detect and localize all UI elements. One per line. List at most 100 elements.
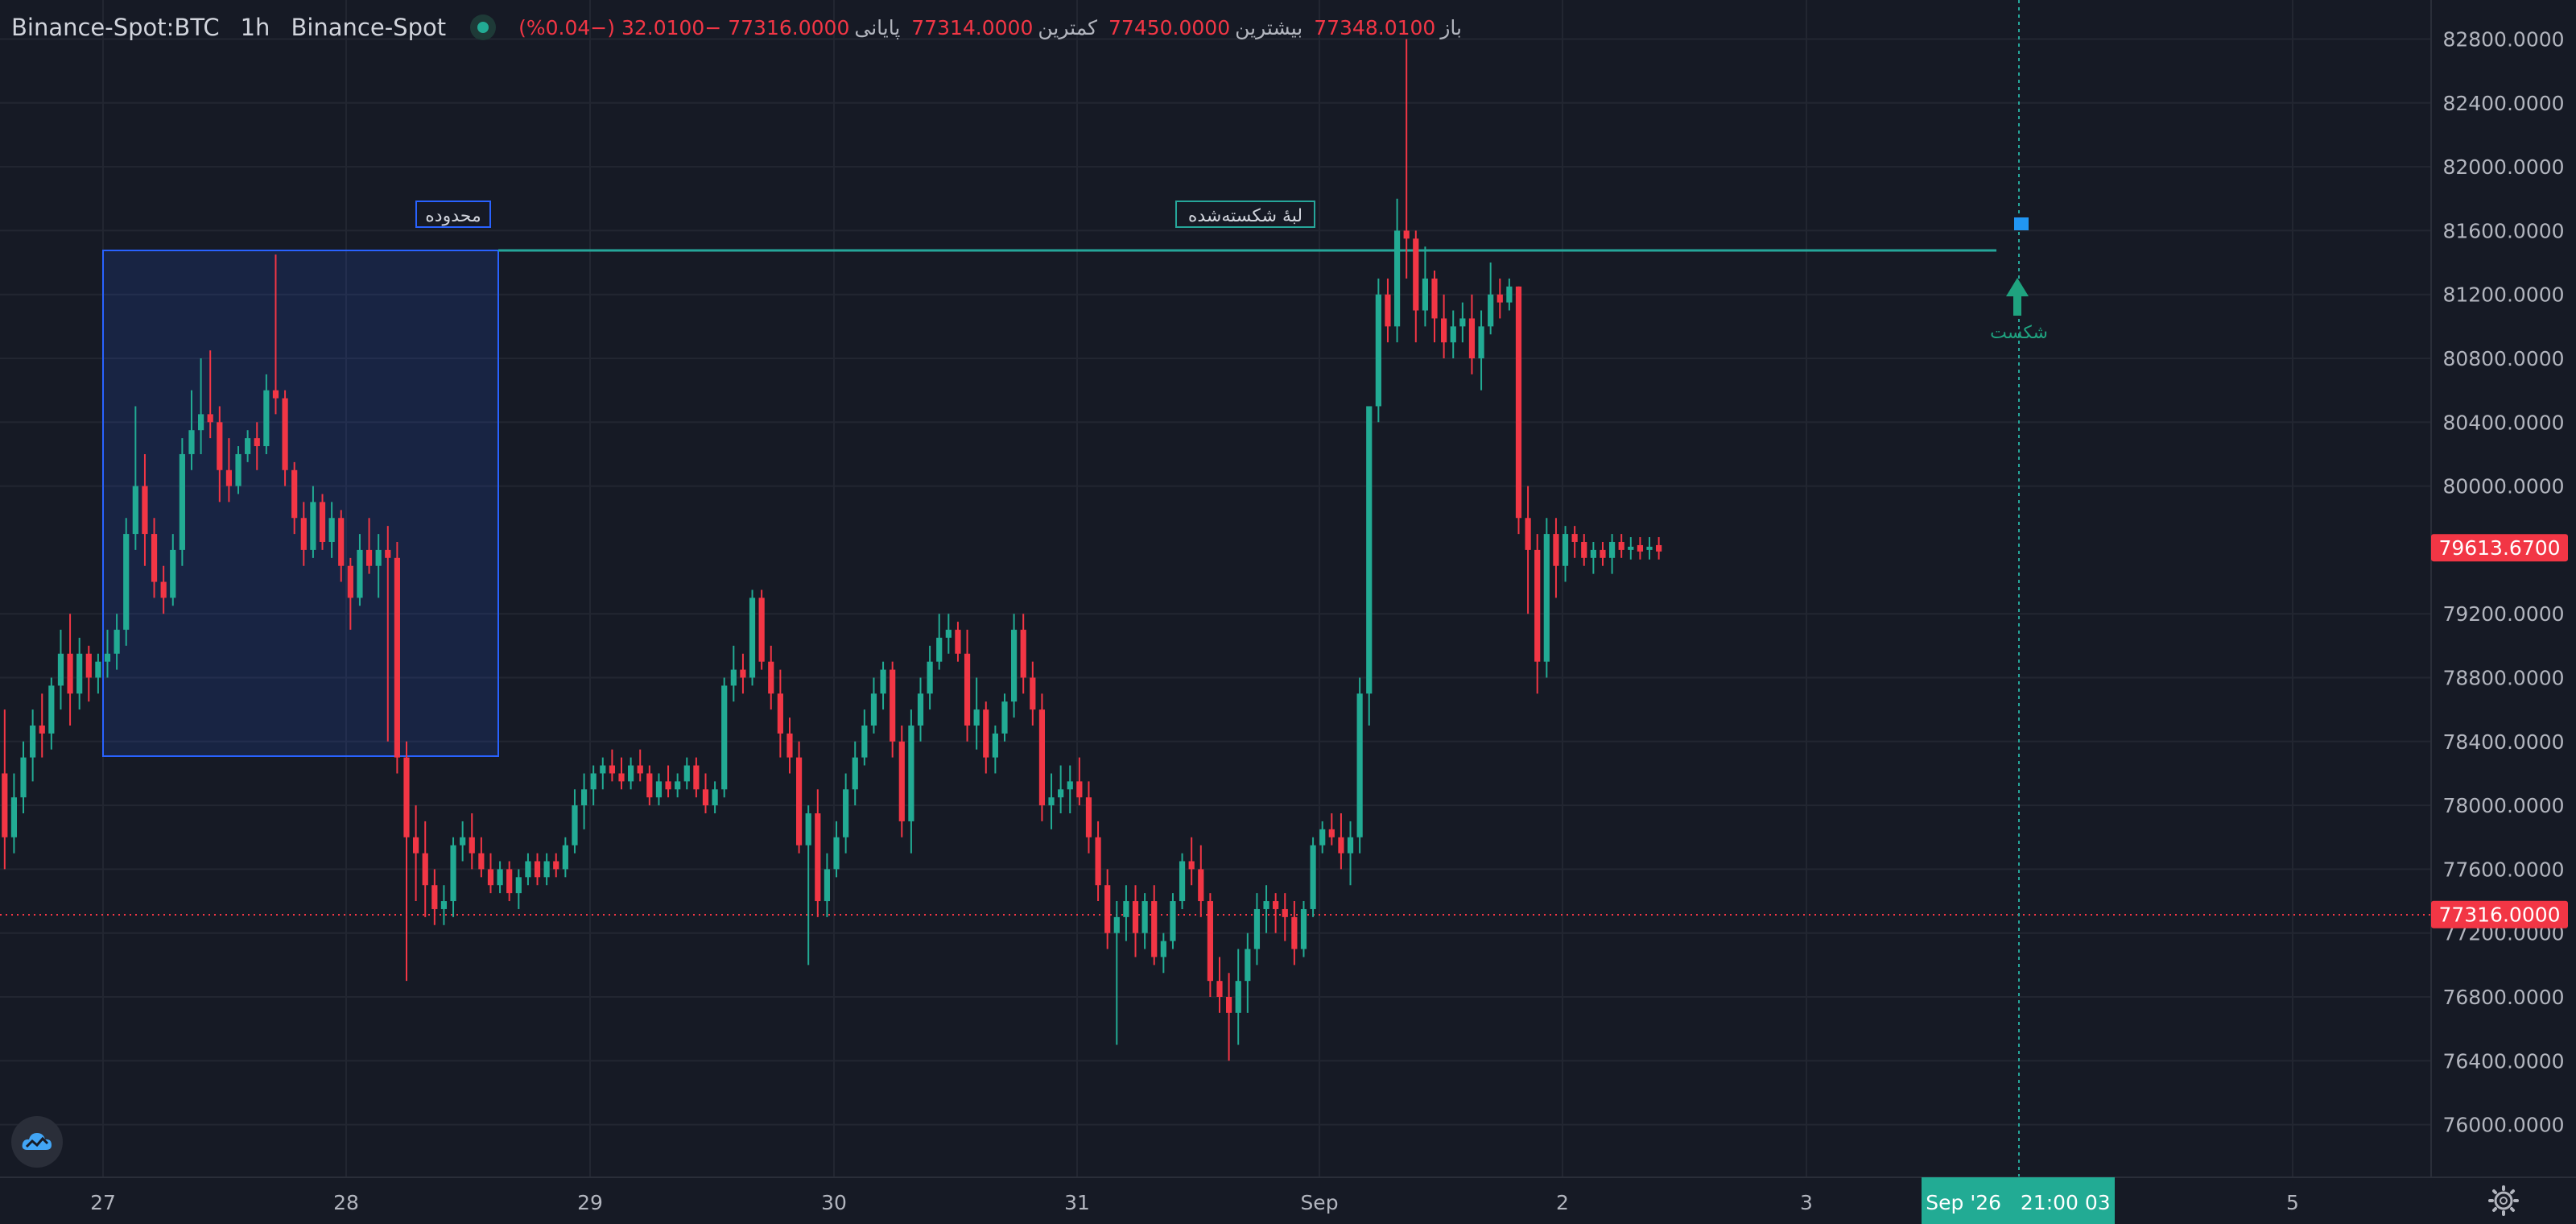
candle-body — [534, 861, 541, 878]
broken-edge-label: لبهٔ شکسته‌شده — [1188, 206, 1302, 226]
time-tick-label: 3 — [1800, 1191, 1813, 1214]
breakout-marker[interactable]: شکست — [1990, 217, 2048, 343]
interval-label[interactable]: 1h — [240, 14, 270, 41]
candle-body — [675, 781, 681, 790]
candle-body — [440, 901, 448, 909]
candle-body — [1010, 630, 1018, 702]
candle-body — [1450, 326, 1456, 343]
candle-body — [1273, 901, 1279, 909]
candle-body — [188, 430, 195, 454]
candle-body — [1030, 677, 1036, 710]
candle-body — [1076, 781, 1083, 798]
range-label-box[interactable]: محدوده — [415, 201, 491, 228]
price-tick-label: 81600.0000 — [2442, 219, 2564, 242]
candle-body — [1618, 541, 1624, 550]
candle-body — [478, 853, 485, 870]
candle-body — [815, 813, 821, 902]
candle-body — [1216, 981, 1223, 997]
candle-body — [637, 765, 643, 774]
price-tick-label: 77600.0000 — [2442, 858, 2564, 881]
price-axis-panel[interactable] — [2431, 0, 2576, 1177]
candle-body — [1198, 869, 1204, 902]
price-badge — [2431, 900, 2568, 928]
price-axis-badges: 79613.6700 77316.0000 — [2431, 534, 2568, 928]
candle-body — [1608, 541, 1616, 558]
crosshair-time-label: Sep '26 21:00 03 — [1926, 1191, 2110, 1214]
candle-body — [460, 837, 466, 846]
high-value: 77450.0000 — [1108, 15, 1231, 39]
candle-body — [1581, 541, 1587, 558]
market-status-icon[interactable] — [470, 14, 497, 40]
candle-body — [833, 837, 840, 870]
candle-body — [114, 630, 120, 654]
candle-body — [357, 549, 363, 598]
candle-body — [712, 789, 718, 806]
candle-body — [1300, 908, 1307, 949]
candle-body — [1646, 546, 1653, 550]
time-axis-ticks: 27 28 29 30 31 Sep 2 3 5 — [90, 1191, 2299, 1214]
candle-body — [543, 861, 550, 878]
close-label: پایانی — [854, 15, 901, 39]
candle-body — [562, 845, 568, 870]
candle-body — [497, 869, 503, 886]
candle-body — [225, 469, 233, 486]
candle-body — [1459, 318, 1466, 327]
candle-body — [749, 598, 756, 678]
candle-body — [964, 653, 971, 726]
exchange-label: Binance-Spot — [291, 14, 447, 41]
candle-body — [1413, 238, 1419, 311]
price-tick-label: 79200.0000 — [2442, 602, 2564, 626]
candle-body — [740, 669, 746, 678]
candle-body — [1600, 549, 1606, 558]
candle-body — [721, 685, 728, 790]
candle-body — [983, 709, 989, 758]
time-axis-panel[interactable] — [0, 1177, 2576, 1224]
high-label: بیشترین — [1235, 15, 1303, 39]
broken-edge-label-box[interactable]: لبهٔ شکسته‌شده — [1175, 201, 1315, 228]
time-tick-label: 30 — [821, 1191, 847, 1214]
range-box[interactable] — [102, 250, 499, 757]
candle-body — [450, 845, 456, 902]
candle-body — [1226, 997, 1232, 1013]
candle-body — [394, 557, 400, 758]
price-tick-label: 76800.0000 — [2442, 986, 2564, 1009]
low-value: 77314.0000 — [911, 15, 1034, 39]
candle-body — [1468, 318, 1476, 358]
candle-body — [786, 733, 793, 758]
time-tick-label: Sep — [1300, 1191, 1338, 1214]
candle-body — [1385, 294, 1391, 327]
time-tick-label: 2 — [1556, 1191, 1569, 1214]
candle-body — [132, 486, 138, 535]
candle-body — [487, 869, 494, 886]
candle-body — [1067, 781, 1073, 790]
ohlc-values: باز77348.0100 بیشترین77450.0000 کمترین77… — [510, 16, 1467, 39]
gear-icon[interactable] — [2488, 1185, 2519, 1216]
candle-body — [945, 630, 952, 638]
tradingview-cloud-icon[interactable] — [11, 1116, 63, 1168]
price-tick-label: 82400.0000 — [2442, 92, 2564, 115]
candle-body — [151, 534, 158, 582]
candle-body — [1291, 916, 1298, 949]
candle-body — [300, 518, 307, 550]
time-tick-label: 28 — [333, 1191, 359, 1214]
candle-body — [319, 502, 326, 542]
candle-body — [235, 453, 242, 486]
candle-body — [142, 486, 148, 535]
price-tick-label: 82800.0000 — [2442, 28, 2564, 52]
symbol-name[interactable]: Binance-Spot:BTC — [11, 14, 220, 41]
candle-body — [403, 757, 410, 837]
candle-body — [85, 653, 92, 678]
candle-body — [197, 414, 204, 431]
candle-body — [10, 797, 18, 837]
candle-body — [263, 390, 270, 447]
candle-body — [702, 789, 709, 806]
candle-body — [936, 637, 943, 662]
candle-body — [1188, 861, 1195, 870]
candle-body — [413, 837, 419, 854]
candle-body — [1235, 981, 1241, 1013]
candle-body — [245, 438, 251, 454]
price-tick-label: 80400.0000 — [2442, 411, 2564, 434]
candle-body — [431, 885, 438, 909]
candle-body — [347, 565, 353, 598]
